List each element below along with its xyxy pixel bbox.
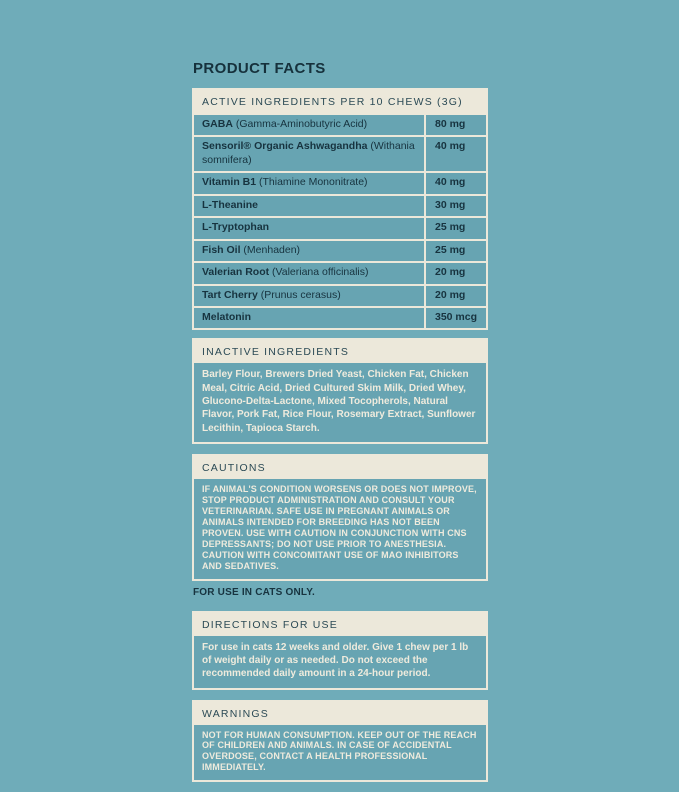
ingredient-name: Tart Cherry bbox=[202, 288, 258, 301]
ingredient-amount: 30 mg bbox=[424, 195, 486, 217]
ingredient-name: Vitamin B1 bbox=[202, 176, 257, 189]
page-title: PRODUCT FACTS bbox=[193, 60, 326, 77]
directions-header: DIRECTIONS FOR USE bbox=[194, 612, 486, 636]
directions-section: DIRECTIONS FOR USE For use in cats 12 we… bbox=[192, 610, 488, 690]
cats-only-note: FOR USE IN CATS ONLY. bbox=[193, 586, 315, 598]
ingredient-name: L-Tryptophan bbox=[202, 221, 270, 234]
ingredient-amount: 20 mg bbox=[424, 263, 486, 284]
ingredient-row: Tart Cherry (Prunus cerasus) 20 mg bbox=[194, 283, 486, 306]
inactive-ingredients-body: Barley Flour, Brewers Dried Yeast, Chick… bbox=[194, 363, 486, 442]
ingredient-name: Fish Oil bbox=[202, 243, 241, 256]
product-facts-panel: PRODUCT FACTS ACTIVE INGREDIENTS PER 10 … bbox=[192, 60, 488, 792]
ingredient-name: Valerian Root bbox=[202, 266, 270, 279]
ingredient-detail: (Prunus cerasus) bbox=[257, 288, 341, 301]
ingredient-label: Melatonin bbox=[194, 308, 424, 328]
ingredient-row: Valerian Root (Valeriana officinalis) 20… bbox=[194, 261, 486, 284]
ingredient-label: Fish Oil (Menhaden) bbox=[194, 241, 424, 261]
active-ingredients-table: ACTIVE INGREDIENTS PER 10 CHEWS (3G) GAB… bbox=[192, 88, 488, 331]
ingredient-detail: (Gamma-Aminobutyric Acid) bbox=[232, 118, 368, 130]
ingredient-label: GABA (Gamma-Aminobutyric Acid) bbox=[194, 115, 424, 135]
ingredient-row: Melatonin 350 mcg bbox=[194, 305, 486, 329]
ingredient-name: GABA bbox=[202, 118, 233, 130]
directions-body: For use in cats 12 weeks and older. Give… bbox=[194, 635, 486, 688]
cautions-body: IF ANIMAL'S CONDITION WORSENS OR DOES NO… bbox=[194, 478, 486, 579]
ingredient-row: Vitamin B1 (Thiamine Mononitrate) 40 mg bbox=[194, 171, 486, 194]
ingredient-label: Tart Cherry (Prunus cerasus) bbox=[194, 286, 424, 306]
ingredient-amount: 80 mg bbox=[424, 115, 486, 136]
ingredient-amount: 25 mg bbox=[424, 240, 486, 262]
ingredient-detail: (Valeriana officinalis) bbox=[269, 266, 369, 279]
ingredient-label: Vitamin B1 (Thiamine Mononitrate) bbox=[194, 173, 424, 193]
ingredient-amount: 350 mcg bbox=[424, 307, 486, 329]
ingredient-name: Sensoril® Organic Ashwagandha bbox=[202, 140, 368, 153]
ingredient-name: Melatonin bbox=[202, 310, 251, 323]
ingredient-label: L-Tryptophan bbox=[194, 218, 424, 238]
ingredient-amount: 20 mg bbox=[424, 285, 486, 306]
ingredient-detail: (Thiamine Mononitrate) bbox=[256, 176, 368, 189]
ingredient-label: Sensoril® Organic Ashwagandha (Withania … bbox=[194, 137, 424, 171]
warnings-header: WARNINGS bbox=[194, 701, 486, 725]
active-ingredients-header: ACTIVE INGREDIENTS PER 10 CHEWS (3G) bbox=[194, 90, 486, 113]
active-ingredients-rows: GABA (Gamma-Aminobutyric Acid) 80 mg Sen… bbox=[194, 113, 486, 329]
ingredient-row: L-Theanine 30 mg bbox=[194, 193, 486, 217]
ingredient-detail: (Withania somnifera) bbox=[202, 140, 415, 166]
ingredient-label: Valerian Root (Valeriana officinalis) bbox=[194, 263, 424, 283]
ingredient-row: L-Tryptophan 25 mg bbox=[194, 216, 486, 239]
cautions-section: CAUTIONS IF ANIMAL'S CONDITION WORSENS O… bbox=[192, 453, 488, 581]
warnings-section: WARNINGS NOT FOR HUMAN CONSUMPTION. KEEP… bbox=[192, 699, 488, 783]
ingredient-row: GABA (Gamma-Aminobutyric Acid) 80 mg bbox=[194, 113, 486, 136]
ingredient-amount: 40 mg bbox=[424, 173, 486, 194]
ingredient-amount: 25 mg bbox=[424, 218, 486, 239]
cautions-header: CAUTIONS bbox=[194, 455, 486, 479]
ingredient-row: Sensoril® Organic Ashwagandha (Withania … bbox=[194, 135, 486, 172]
inactive-ingredients-header: INACTIVE INGREDIENTS bbox=[194, 340, 486, 364]
warnings-body: NOT FOR HUMAN CONSUMPTION. KEEP OUT OF T… bbox=[194, 724, 486, 781]
ingredient-label: L-Theanine bbox=[194, 196, 424, 216]
inactive-ingredients-section: INACTIVE INGREDIENTS Barley Flour, Brewe… bbox=[192, 338, 488, 444]
ingredient-detail: (Menhaden) bbox=[240, 243, 301, 256]
ingredient-name: L-Theanine bbox=[202, 198, 259, 211]
ingredient-amount: 40 mg bbox=[424, 137, 486, 172]
ingredient-row: Fish Oil (Menhaden) 25 mg bbox=[194, 238, 486, 262]
